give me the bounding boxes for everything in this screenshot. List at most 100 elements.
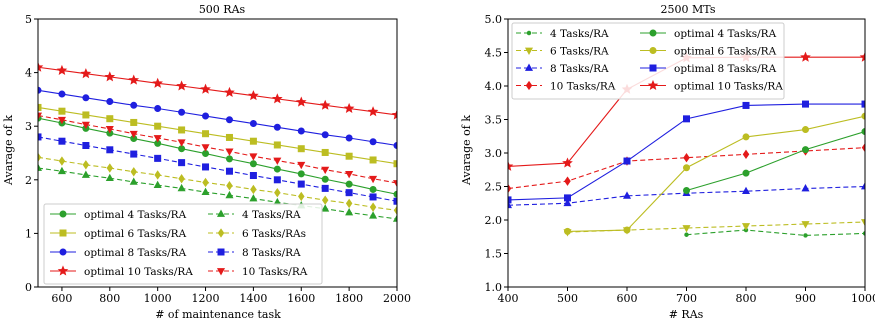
data-point	[155, 171, 161, 179]
x-axis-label: # RAs	[669, 308, 704, 321]
data-point	[346, 181, 352, 187]
legend-label: optimal 6 Tasks/RA	[674, 46, 777, 58]
data-point	[154, 181, 161, 187]
data-point	[59, 108, 65, 114]
series-optimal-6-tasks-ra	[35, 104, 400, 167]
data-point	[250, 138, 256, 144]
chart-500-ras: 500 RAs 600 800 1000 1200 1400 1600 1800 200001…	[2, 3, 411, 321]
series-optimal-4-tasks-ra	[683, 128, 868, 193]
data-point	[83, 112, 89, 118]
y-tick-label: 2.5	[485, 181, 503, 194]
data-point	[178, 109, 184, 115]
data-point	[83, 161, 89, 169]
data-point	[346, 153, 352, 159]
data-point	[153, 79, 162, 88]
series-line	[38, 157, 397, 210]
legend-marker	[218, 249, 224, 255]
data-point	[131, 168, 137, 176]
x-tick-label: 1400	[239, 292, 267, 305]
data-point	[298, 162, 305, 168]
data-point	[57, 66, 66, 75]
data-point	[83, 142, 89, 148]
legend-label: optimal 4 Tasks/RA	[674, 28, 777, 40]
series-6-tasks-ra	[564, 219, 869, 235]
legend-label: 8 Tasks/RA	[550, 63, 609, 75]
data-point	[683, 165, 689, 171]
data-point	[202, 188, 209, 194]
data-point	[225, 88, 234, 97]
series-8-tasks-ra	[35, 134, 400, 205]
data-point	[802, 126, 808, 132]
x-tick-label: 800	[99, 292, 120, 305]
legend: 4 Tasks/RA6 Tasks/RA8 Tasks/RA10 Tasks/R…	[512, 23, 784, 99]
series-line	[687, 132, 866, 191]
data-point	[802, 101, 808, 107]
data-point	[564, 195, 570, 201]
series-optimal-6-tasks-ra	[564, 113, 868, 235]
legend-label: optimal 4 Tasks/RA	[84, 209, 187, 221]
data-point	[226, 156, 232, 162]
legend-label: 6 Tasks/RAs	[242, 228, 306, 240]
y-tick-label: 2.0	[485, 214, 503, 227]
data-point	[322, 132, 328, 138]
legend-label: optimal 6 Tasks/RA	[84, 228, 187, 240]
y-tick-label: 1	[25, 227, 32, 240]
data-point	[370, 203, 376, 211]
data-point	[81, 69, 90, 78]
data-point	[250, 172, 256, 178]
data-point	[322, 167, 329, 173]
data-point	[322, 176, 328, 182]
data-point	[250, 161, 256, 167]
data-point	[802, 146, 808, 152]
data-point	[346, 189, 352, 195]
y-tick-label: 1.5	[485, 248, 503, 261]
data-point	[322, 149, 328, 155]
legend-label: 10 Tasks/RA	[242, 266, 308, 278]
legend: optimal 4 Tasks/RAoptimal 6 Tasks/RAopti…	[44, 204, 322, 284]
data-point	[249, 91, 258, 100]
legend-marker	[650, 30, 656, 36]
data-point	[179, 175, 185, 183]
data-point	[201, 84, 210, 93]
data-point	[203, 178, 209, 186]
y-tick-label: 2	[25, 174, 32, 187]
series-optimal-4-tasks-ra	[35, 115, 400, 198]
data-point	[297, 97, 306, 106]
data-point	[83, 95, 89, 101]
data-point	[346, 209, 353, 215]
data-point	[202, 164, 208, 170]
data-point	[131, 119, 137, 125]
data-point	[274, 158, 281, 164]
series-line	[38, 67, 397, 115]
data-point	[369, 107, 378, 116]
data-point	[227, 182, 233, 190]
data-point	[743, 102, 749, 108]
data-point	[564, 228, 570, 234]
data-point	[743, 134, 749, 140]
data-point	[743, 170, 749, 176]
data-point	[804, 233, 808, 237]
y-tick-label: 1.0	[485, 281, 503, 294]
data-point	[154, 123, 160, 129]
data-point	[322, 196, 328, 204]
data-point	[154, 155, 160, 161]
data-point	[321, 101, 330, 110]
data-point	[59, 157, 65, 165]
legend-label: 4 Tasks/RA	[550, 28, 609, 40]
data-point	[250, 154, 257, 160]
y-tick-label: 3	[25, 120, 32, 133]
data-point	[130, 178, 137, 184]
series-line	[568, 116, 866, 231]
x-tick-label: 600	[51, 292, 72, 305]
data-point	[684, 154, 690, 162]
data-point	[178, 185, 185, 191]
data-point	[131, 102, 137, 108]
data-point	[370, 194, 376, 200]
chart-title: 500 RAs	[199, 3, 246, 16]
x-tick-label: 600	[617, 292, 638, 305]
data-point	[346, 199, 352, 207]
data-point	[106, 174, 113, 180]
data-point	[298, 171, 304, 177]
x-tick-label: 1800	[335, 292, 363, 305]
data-point	[565, 177, 571, 185]
